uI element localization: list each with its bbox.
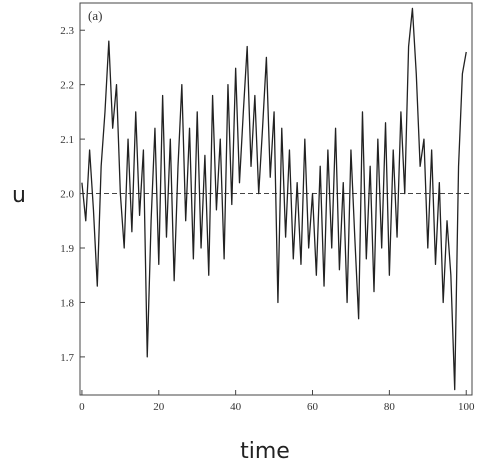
x-tick-label: 20 xyxy=(153,401,165,413)
x-tick-label: 60 xyxy=(307,401,319,413)
x-tick-label: 40 xyxy=(230,401,242,413)
y-tick-label: 2.1 xyxy=(60,134,74,146)
y-tick-label: 2.3 xyxy=(60,25,74,37)
y-tick-label: 2.0 xyxy=(60,189,74,201)
x-tick-label: 0 xyxy=(79,401,85,413)
x-axis-label: time xyxy=(240,439,290,464)
y-axis-label: u xyxy=(12,183,26,208)
data-line xyxy=(81,7,467,391)
y-tick-label: 2.2 xyxy=(60,80,74,92)
y-tick-label: 1.7 xyxy=(60,352,74,364)
annotation: (a) xyxy=(88,8,102,23)
plot-frame xyxy=(79,2,473,396)
y-tick-label: 1.9 xyxy=(60,243,74,255)
x-tick-label: 80 xyxy=(384,401,396,413)
y-tick-label: 1.8 xyxy=(60,297,74,309)
x-tick-label: 100 xyxy=(458,401,475,413)
